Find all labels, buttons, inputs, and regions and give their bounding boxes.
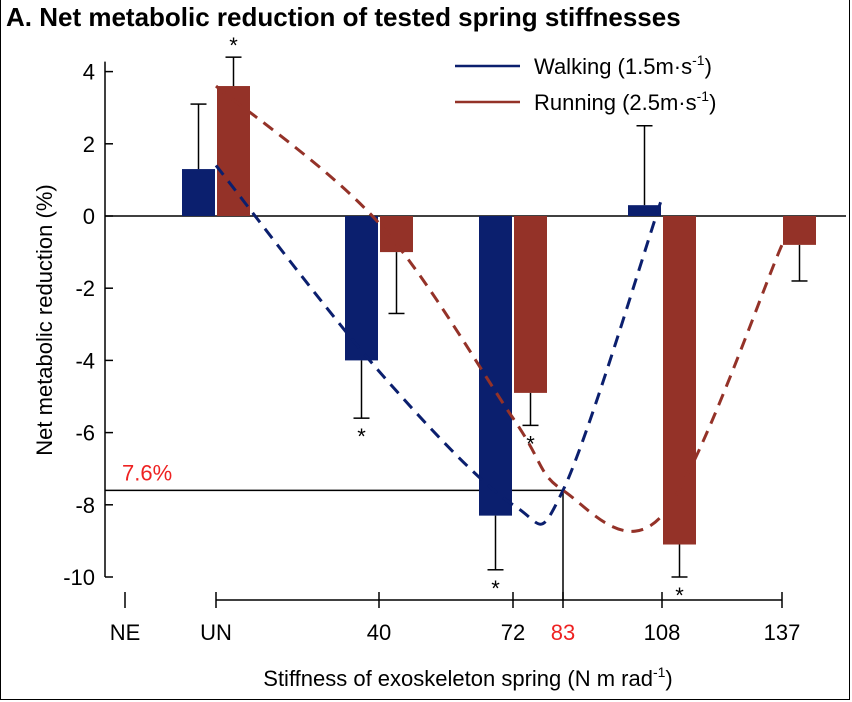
bar-walking [182,169,215,216]
legend-label-walking: Walking (1.5m·s-1) [534,52,712,79]
chart-title: A. Net metabolic reduction of tested spr… [6,2,681,32]
y-tick-label: 0 [83,204,95,229]
y-axis-label: Net metabolic reduction (%) [32,184,57,455]
y-tick-label: -4 [75,348,95,373]
bar-walking [345,216,378,361]
x-tick-label: 137 [764,620,801,645]
x-tick-label: 83 [551,620,575,645]
y-tick-label: 4 [83,60,95,85]
bar-walking [628,205,661,216]
fit-curve-running [215,84,784,533]
legend-label-running: Running (2.5m·s-1) [534,88,716,115]
bar-running [514,216,547,393]
bar-running [380,216,413,253]
x-tick-label: 108 [644,620,681,645]
annotation-label: 7.6% [122,460,172,485]
y-tick-label: -8 [75,493,95,518]
bars: ***** [182,33,816,608]
x-tick-label: 72 [501,620,525,645]
fit-curves [214,84,784,533]
significance-star: * [675,583,684,608]
x-axis-label: Stiffness of exoskeleton spring (N m rad… [263,664,672,691]
x-tick-label: 40 [367,620,391,645]
axis-labels: Net metabolic reduction (%) Stiffness of … [32,184,673,691]
axes: 4 2 0 -2 -4 -6 -8 -10 NE UN 40 72 83 108 137 7.6% [63,60,846,645]
x-tick-label: NE [110,620,141,645]
y-tick-label: -6 [75,421,95,446]
x-tick-label: UN [200,620,232,645]
y-tick-label: 2 [83,132,95,157]
bar-running [663,216,696,545]
bar-walking [479,216,512,516]
y-tick-label: -2 [75,276,95,301]
y-tick-label: -10 [63,565,95,590]
significance-star: * [357,424,366,449]
bar-running [217,86,250,216]
legend: Walking (1.5m·s-1) Running (2.5m·s-1) [455,52,716,115]
significance-star: * [491,576,500,601]
significance-star: * [229,33,238,58]
fit-curve-walking [214,164,664,526]
bar-running [783,216,816,245]
